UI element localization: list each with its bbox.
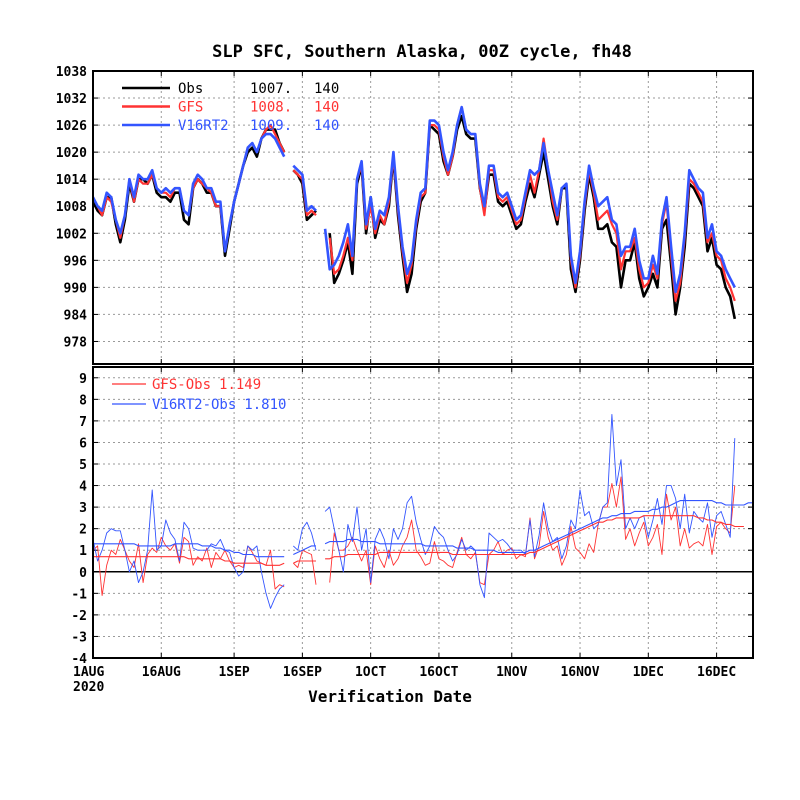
x-tick-label: 1OCT	[355, 665, 386, 680]
year-label: 2020	[73, 680, 104, 695]
legend-entry: Obs 1007. 140	[178, 81, 339, 97]
grid	[93, 367, 753, 658]
legend-entry: GFS 1008. 140	[178, 100, 339, 116]
legend-label: GFS-Obs	[152, 377, 211, 393]
y-tick-label: 1020	[56, 146, 87, 161]
y-tick-label: 1002	[56, 227, 87, 242]
y-tick-label: 1026	[56, 119, 87, 134]
slp-panel: 978 984 990 996 1002 1008 1014 1020 1026 1032 1038…	[56, 65, 754, 365]
plot-frame	[92, 70, 754, 365]
y-tick-label: 1008	[56, 200, 87, 215]
y-tick-label: -2	[71, 609, 87, 624]
y-tick-label: -4	[71, 652, 87, 667]
legend-count: 140	[314, 118, 339, 134]
y-tick-label: 3	[79, 501, 87, 516]
legend-entry: V16RT2-Obs 1.810	[152, 397, 286, 413]
x-tick-label: 1DEC	[633, 665, 664, 680]
legend: Obs 1007. 140 GFS 1008. 140 V16RT2 1009. 140	[122, 81, 339, 134]
y-tick-label: 978	[64, 335, 88, 350]
plot-frame	[92, 366, 754, 659]
legend-mean: 1.810	[244, 397, 286, 413]
y-tick-label: 6	[79, 436, 87, 451]
legend-mean: 1.149	[219, 377, 261, 393]
x-axis-label: Verification Date	[308, 687, 472, 706]
y-tick-label: 4	[79, 480, 87, 495]
legend-label: V16RT2	[178, 118, 229, 134]
legend-label: V16RT2-Obs	[152, 397, 236, 413]
y-tick-label: 996	[64, 254, 88, 269]
y-tick-label: 8	[79, 393, 87, 408]
legend-mean: 1007.	[250, 81, 292, 97]
legend: GFS-Obs 1.149 V16RT2-Obs 1.810	[112, 377, 286, 413]
legend-count: 140	[314, 81, 339, 97]
x-tick-label: 1AUG	[73, 665, 104, 680]
legend-entry: V16RT2 1009. 140	[178, 118, 339, 134]
x-tick-label: 1SEP	[218, 665, 249, 680]
y-tick-label: 990	[64, 281, 88, 296]
legend-label: Obs	[178, 81, 203, 97]
y-tick-label: -1	[71, 587, 87, 602]
x-tick-label: 16DEC	[697, 665, 736, 680]
x-axis: 1AUG 16AUG 1SEP 16SEP 1OCT 16OCT 1NOV 16NOV 1DEC…	[73, 665, 736, 695]
y-tick-label: 9	[79, 372, 87, 387]
y-tick-label: 5	[79, 458, 87, 473]
x-tick-label: 16OCT	[419, 665, 458, 680]
x-tick-label: 16AUG	[142, 665, 181, 680]
bias-panel: -4 -3 -2 -1 0 1 2 3 4 5 6 7 8 9 GFS-Obs 1.149 V16RT2-Obs…	[71, 366, 754, 667]
legend-mean: 1009.	[250, 118, 292, 134]
y-tick-label: 7	[79, 415, 87, 430]
x-tick-label: 1NOV	[496, 665, 527, 680]
legend-label: GFS	[178, 100, 203, 116]
legend-mean: 1008.	[250, 100, 292, 116]
y-tick-label: 1038	[56, 65, 87, 80]
y-tick-label: 2	[79, 523, 87, 538]
series-v16rt2-obs-running-mean	[93, 500, 753, 558]
y-tick-label: 1014	[56, 173, 87, 188]
chart-title: SLP SFC, Southern Alaska, 00Z cycle, fh4…	[212, 42, 632, 62]
y-tick-label: -3	[71, 630, 87, 645]
legend-entry: GFS-Obs 1.149	[152, 377, 261, 393]
x-tick-label: 16NOV	[560, 665, 599, 680]
y-tick-label: 1032	[56, 92, 87, 107]
y-tick-label: 1	[79, 544, 87, 559]
series-v16rt2	[93, 105, 736, 294]
y-tick-label: 984	[64, 308, 88, 323]
x-tick-label: 16SEP	[283, 665, 322, 680]
series-v16rt2-obs	[93, 413, 736, 609]
grid	[93, 71, 753, 364]
series-gfs-obs-running-mean	[93, 515, 744, 566]
legend-count: 140	[314, 100, 339, 116]
y-tick-label: 0	[79, 566, 87, 581]
